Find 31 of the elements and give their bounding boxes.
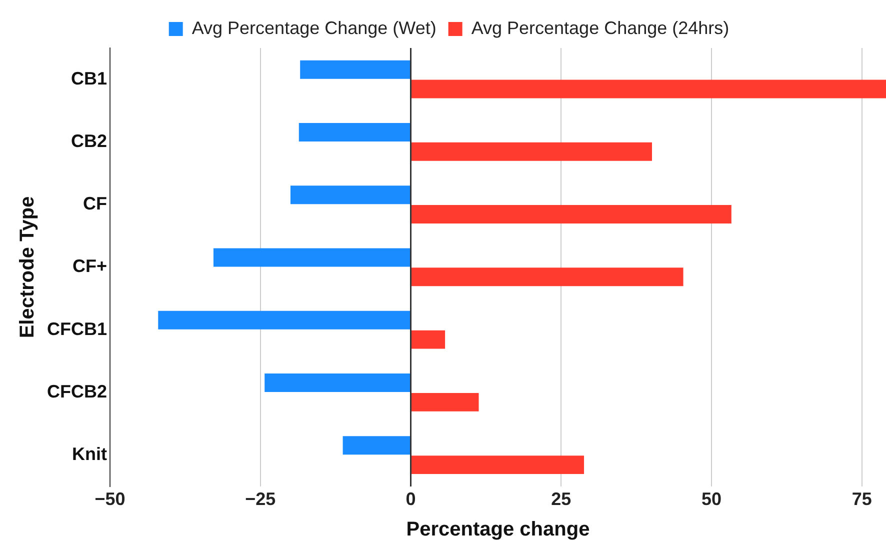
y-tick-label: CFCB1 — [46, 318, 108, 339]
y-tick-label: CF — [83, 194, 108, 214]
bar — [412, 205, 732, 224]
bar — [412, 392, 479, 412]
y-tick-label: CB1 — [70, 68, 108, 88]
bar — [412, 268, 684, 286]
bar — [290, 186, 410, 204]
legend-label: Avg Percentage Change (Wet) — [192, 18, 436, 38]
bar — [412, 456, 584, 474]
y-axis-title: Electrode Type — [16, 196, 39, 338]
y-tick-label: CF+ — [72, 256, 108, 276]
bar — [412, 142, 652, 161]
x-tick-label: 50 — [702, 489, 722, 510]
bar — [264, 374, 410, 392]
x-tick-label: 25 — [551, 489, 572, 510]
bar — [213, 248, 410, 267]
bar — [412, 80, 886, 98]
y-tick-label: CFCB2 — [46, 381, 108, 402]
bar — [158, 310, 410, 330]
bar — [342, 436, 410, 455]
y-tick-label: CB2 — [70, 130, 108, 151]
x-tick-label: 0 — [406, 489, 416, 510]
legend-label: Avg Percentage Change (24hrs) — [471, 18, 730, 38]
x-tick-label: 75 — [852, 489, 872, 510]
x-tick-label: −25 — [245, 489, 276, 510]
bar — [298, 123, 410, 142]
y-tick-label: Knit — [72, 444, 108, 464]
x-tick-label: −50 — [94, 489, 126, 510]
bar — [412, 330, 446, 349]
x-axis-title: Percentage change — [406, 518, 590, 541]
bar — [300, 60, 410, 79]
